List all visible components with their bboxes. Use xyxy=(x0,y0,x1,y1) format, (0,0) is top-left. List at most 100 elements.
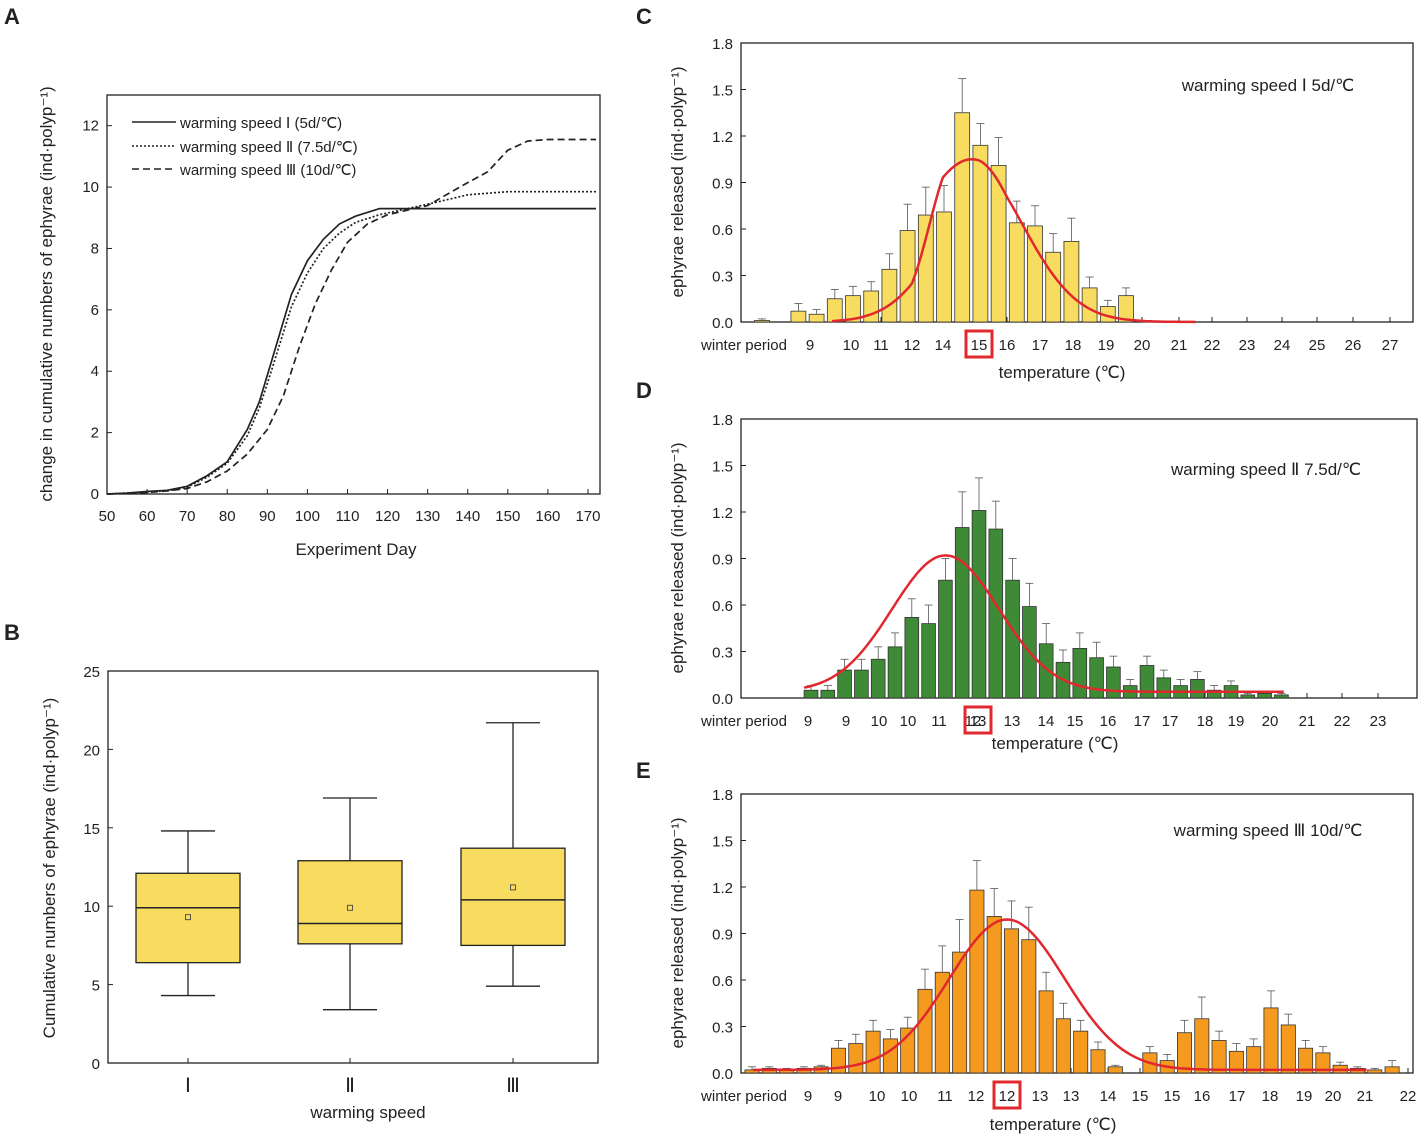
y-tick-label: 0.0 xyxy=(712,1066,733,1083)
x-tick-label: 12 xyxy=(999,1088,1016,1105)
x-tick-label: 14 xyxy=(1100,1088,1117,1105)
x-tick-label: 13 xyxy=(1063,1088,1080,1105)
x-axis-label-c: temperature (℃) xyxy=(999,363,1126,382)
bars-c xyxy=(754,78,1196,324)
x-tick-label: 14 xyxy=(935,337,952,354)
bar xyxy=(887,646,903,699)
y-tick-label: 6 xyxy=(91,302,99,319)
y-tick-label: 1.5 xyxy=(712,83,733,100)
panel-d: D 0.0 0.3 0.6 0.9 1.2 1.5 1.8 winter period 9 9 10… xyxy=(636,378,1418,753)
y-tick-label: 1.2 xyxy=(712,129,733,146)
x-tick-label: winter period xyxy=(700,337,787,354)
plot-frame-b xyxy=(107,670,599,1064)
x-tick-label: 60 xyxy=(139,508,156,525)
x-tick-label: 17 xyxy=(1134,713,1151,730)
panel-a: A 50 60 70 80 90 100 110 120 130 140 150 160 170 0 2 4 6… xyxy=(4,4,601,559)
x-tick-label: 20 xyxy=(1134,337,1151,354)
bar xyxy=(1055,1018,1071,1074)
box-iqr xyxy=(135,872,241,964)
x-tick-label: 130 xyxy=(415,508,440,525)
x-tick-label: 11 xyxy=(873,337,889,354)
x-tick-label: 24 xyxy=(1274,337,1291,354)
bar xyxy=(865,1030,881,1074)
x-tick-label: 16 xyxy=(999,337,1016,354)
x-tick-label: 12 xyxy=(904,337,921,354)
x-tick-label: 11 xyxy=(931,713,947,730)
bar xyxy=(1089,657,1104,699)
bar xyxy=(1021,939,1037,1074)
y-tick-label: 12 xyxy=(82,118,99,135)
x-tick-label: 10 xyxy=(843,337,860,354)
y-tick-label: 10 xyxy=(82,179,99,196)
bar xyxy=(972,144,989,323)
box-iqr xyxy=(460,847,566,947)
bar xyxy=(1008,222,1025,323)
bar xyxy=(1004,928,1019,1074)
x-tick-label: 22 xyxy=(1400,1088,1417,1105)
x-tick-label: 9 xyxy=(804,713,812,730)
x-tick-label: 17 xyxy=(1162,713,1179,730)
bar xyxy=(882,1038,898,1074)
bar xyxy=(969,889,985,1074)
mean-marker xyxy=(347,904,353,911)
bar xyxy=(936,211,952,323)
x-tick-label: 10 xyxy=(900,713,917,730)
bar xyxy=(954,112,971,323)
y-tick-label: 0.0 xyxy=(712,315,733,332)
bar xyxy=(1384,1066,1400,1074)
legend-label: warming speed Ⅲ (10d/℃) xyxy=(179,162,356,179)
x-tick-label: 20 xyxy=(1325,1088,1342,1105)
x-axis-label-b: warming speed xyxy=(309,1103,425,1122)
bar xyxy=(899,230,916,323)
boxes-b xyxy=(135,722,566,1011)
x-tick-label: 25 xyxy=(1309,337,1326,354)
gaussian-fit-curve xyxy=(803,554,1284,694)
bar xyxy=(837,669,852,699)
bar xyxy=(1107,1066,1123,1074)
y-tick-label: 0.3 xyxy=(712,645,733,662)
y-tick-label: 0.9 xyxy=(712,927,733,944)
series-lines-a xyxy=(106,138,596,495)
panel-label-c: C xyxy=(636,4,652,29)
bar xyxy=(1027,225,1043,323)
bars-e xyxy=(744,860,1400,1074)
x-tick-label: 26 xyxy=(1345,337,1362,354)
y-tick-label: 0.6 xyxy=(712,973,733,990)
x-tick-label: 90 xyxy=(259,508,276,525)
x-tick-label: 13 xyxy=(1032,1088,1049,1105)
x-tick-label: winter period xyxy=(700,1088,787,1105)
panel-label-d: D xyxy=(636,378,652,403)
y-tick-label: 0.6 xyxy=(712,598,733,615)
x-tick-label: 120 xyxy=(375,508,400,525)
bar xyxy=(820,689,836,699)
x-tick-label: 150 xyxy=(495,508,520,525)
x-tick-label: 9 xyxy=(834,1088,842,1105)
y-tick-label: 4 xyxy=(91,363,99,380)
x-tick-label: 15 xyxy=(971,337,988,354)
y-axis-label-e: ephyrae released (ind·polyp⁻¹) xyxy=(668,817,687,1048)
x-tick-label: Ⅱ xyxy=(345,1075,355,1097)
bar xyxy=(754,320,770,323)
x-axis-label-d: temperature (℃) xyxy=(992,734,1119,753)
x-tick-label: 10 xyxy=(871,713,888,730)
y-tick-label: 0 xyxy=(91,486,99,503)
x-tick-label: 50 xyxy=(99,508,116,525)
bar xyxy=(954,527,970,699)
x-tick-label: 15 xyxy=(1132,1088,1149,1105)
bar xyxy=(1194,1018,1210,1074)
x-tick-label: 140 xyxy=(455,508,480,525)
x-tick-label: 9 xyxy=(842,713,850,730)
gaussian-fit-curve xyxy=(831,158,1196,324)
bar xyxy=(854,669,869,699)
y-tick-label: 0.6 xyxy=(712,222,733,239)
axis-ticks-e: 0.0 0.3 0.6 0.9 1.2 1.5 1.8 winter period 9 9 10 10… xyxy=(700,787,1417,1110)
bar xyxy=(1257,692,1272,699)
y-tick-label: 1.2 xyxy=(712,505,733,522)
legend-label: warming speed Ⅰ (5d/℃) xyxy=(179,115,342,132)
bar xyxy=(826,298,843,323)
x-axis-label-a: Experiment Day xyxy=(296,540,417,559)
bar xyxy=(938,579,953,699)
y-axis-label-b: Cumulative numbers of ephyrae (ind·polyp… xyxy=(40,698,59,1039)
panel-label-a: A xyxy=(4,4,20,29)
